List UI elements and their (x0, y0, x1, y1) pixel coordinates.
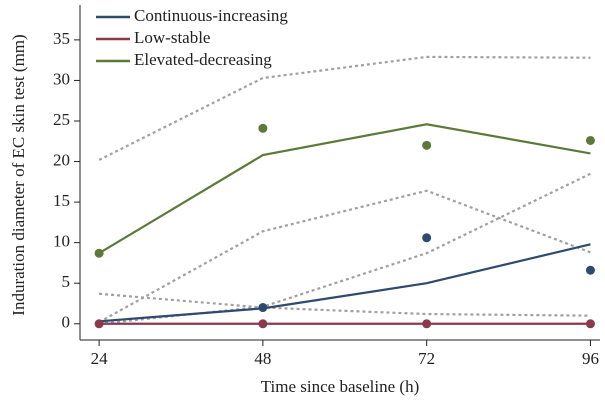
x-axis-label: Time since baseline (h) (261, 377, 419, 396)
y-tick-label: 0 (62, 313, 71, 332)
x-tick-label: 96 (582, 349, 599, 368)
observed-point (422, 233, 432, 243)
y-tick-label: 35 (53, 29, 70, 48)
observed-point (422, 140, 432, 150)
legend-label: Elevated-decreasing (134, 50, 272, 69)
y-tick-label: 5 (62, 272, 71, 291)
observed-point (258, 123, 268, 133)
observed-point (585, 135, 595, 145)
x-tick-label: 72 (418, 349, 435, 368)
y-tick-label: 15 (53, 191, 70, 210)
legend-label: Continuous-increasing (134, 6, 288, 25)
y-tick-label: 25 (53, 110, 70, 129)
y-axis-label: Induration diameter of EC skin test (mm) (9, 34, 28, 315)
observed-point (585, 319, 595, 329)
series-line (99, 243, 591, 323)
observed-point (258, 319, 268, 329)
y-tick-label: 30 (53, 69, 70, 88)
x-tick-label: 24 (91, 349, 109, 368)
y-tick-label: 20 (53, 150, 70, 169)
observed-point (422, 319, 432, 329)
observed-point (94, 248, 104, 258)
confidence-band (98, 55, 591, 161)
x-tick-label: 48 (254, 349, 271, 368)
observed-point (585, 265, 595, 275)
confidence-band (98, 189, 591, 324)
y-tick-label: 10 (53, 232, 70, 251)
observed-point (258, 303, 268, 313)
legend-label: Low-stable (134, 28, 210, 47)
confidence-band (99, 292, 591, 317)
observed-point (94, 319, 104, 329)
series-line (98, 123, 591, 255)
confidence-band (98, 172, 591, 325)
